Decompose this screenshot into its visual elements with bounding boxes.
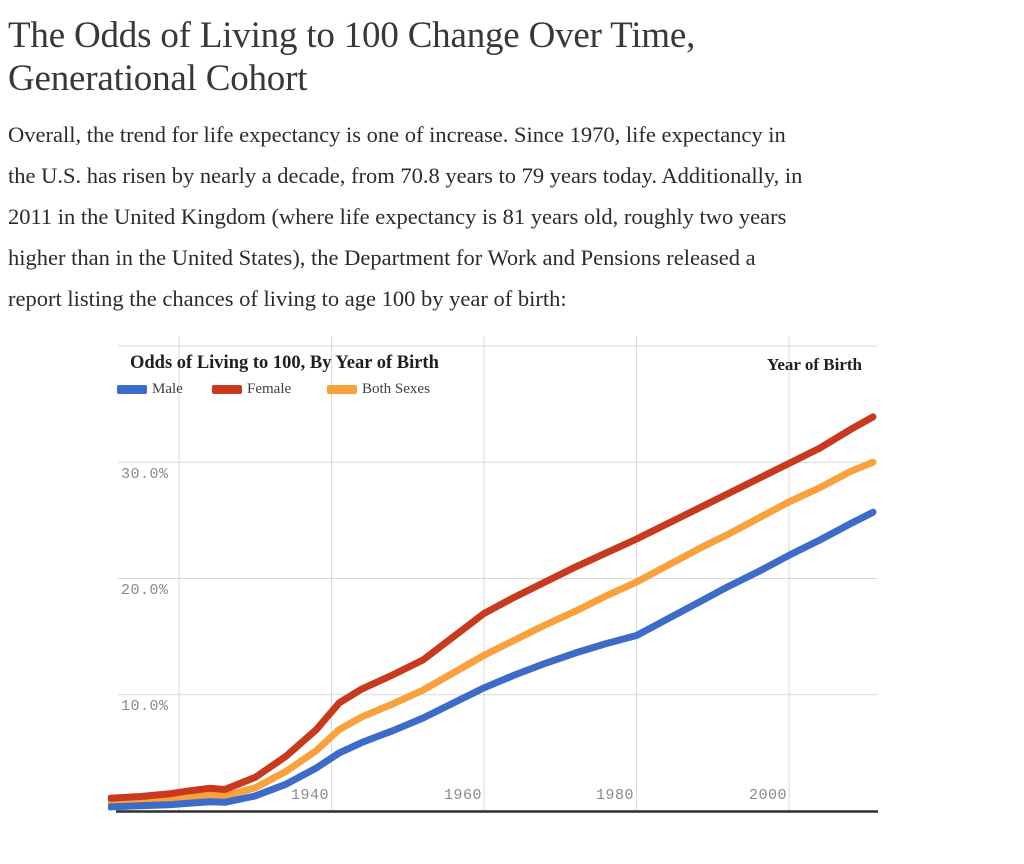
intro-line: report listing the chances of living to … bbox=[8, 286, 567, 311]
y-tick-10: 10.0% bbox=[121, 698, 169, 715]
legend-label-female: Female bbox=[247, 380, 292, 397]
intro-line: the U.S. has risen by nearly a decade, f… bbox=[8, 163, 803, 188]
x-axis-title: Year of Birth bbox=[766, 355, 862, 374]
intro-line: 2011 in the United Kingdom (where life e… bbox=[8, 204, 787, 229]
x-tick-1960: 1960 bbox=[443, 787, 482, 804]
y-tick-30: 30.0% bbox=[121, 466, 169, 483]
intro-paragraph: Overall, the trend for life expectancy i… bbox=[0, 114, 1024, 319]
x-tick-1980: 1980 bbox=[595, 787, 634, 804]
intro-line: higher than in the United States), the D… bbox=[8, 245, 756, 270]
legend-item-male: Male bbox=[117, 381, 183, 397]
legend-item-female: Female bbox=[212, 381, 291, 397]
odds-of-living-chart: Odds of Living to 100, By Year of Birth … bbox=[108, 336, 880, 832]
both-sexes-swatch-icon bbox=[327, 384, 357, 394]
chart-canvas bbox=[108, 336, 878, 813]
male-line bbox=[108, 508, 877, 811]
chart-gridlines bbox=[118, 336, 877, 811]
female-swatch-icon bbox=[212, 384, 242, 394]
x-tick-2000: 2000 bbox=[748, 787, 787, 804]
intro-line: Overall, the trend for life expectancy i… bbox=[8, 122, 786, 147]
x-tick-1940: 1940 bbox=[290, 787, 329, 804]
male-swatch-icon bbox=[117, 384, 147, 394]
legend-label-both-sexes: Both Sexes bbox=[362, 380, 430, 397]
y-tick-20: 20.0% bbox=[121, 582, 169, 599]
page-title-line-2: Generational Cohort bbox=[8, 58, 308, 99]
both-sexes-line bbox=[108, 458, 877, 807]
chart-title: Odds of Living to 100, By Year of Birth bbox=[130, 353, 439, 373]
legend-label-male: Male bbox=[152, 380, 183, 397]
page-title-line-1: The Odds of Living to 100 Change Over Ti… bbox=[8, 15, 696, 56]
page-title: The Odds of Living to 100 Change Over Ti… bbox=[0, 0, 1024, 100]
female-line bbox=[108, 413, 877, 802]
legend-item-both-sexes: Both Sexes bbox=[327, 381, 430, 397]
